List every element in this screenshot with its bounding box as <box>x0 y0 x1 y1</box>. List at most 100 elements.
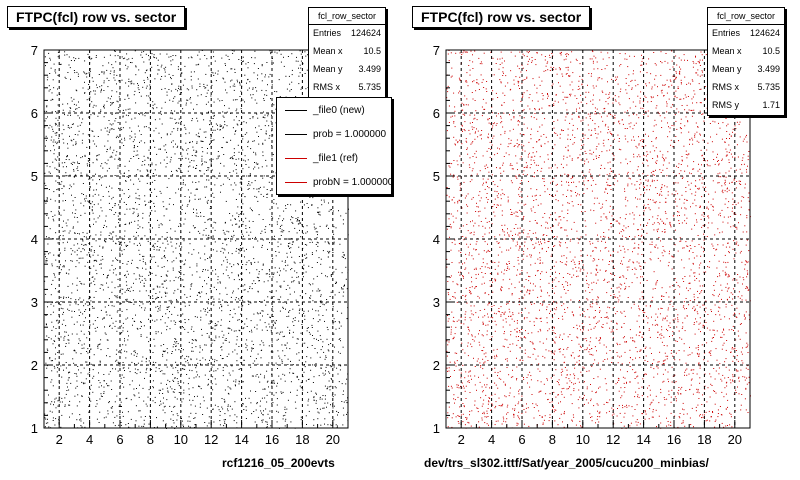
scatter-point <box>171 170 172 172</box>
scatter-point <box>118 188 120 190</box>
scatter-point <box>198 181 200 183</box>
scatter-point <box>48 217 50 219</box>
scatter-point <box>108 385 110 387</box>
scatter-point <box>287 299 289 301</box>
scatter-point <box>154 205 155 207</box>
scatter-point <box>103 374 105 375</box>
scatter-point <box>494 262 496 263</box>
scatter-point <box>214 340 216 342</box>
scatter-point <box>46 198 48 200</box>
scatter-point <box>111 124 113 126</box>
scatter-point <box>111 406 113 408</box>
scatter-point <box>647 222 649 224</box>
scatter-point <box>106 69 108 71</box>
scatter-point <box>46 215 48 216</box>
scatter-point <box>136 231 137 233</box>
scatter-point <box>235 158 237 160</box>
scatter-point <box>664 359 666 361</box>
scatter-point <box>222 229 224 231</box>
scatter-point <box>229 314 231 316</box>
scatter-point <box>121 79 123 81</box>
scatter-point <box>87 348 89 350</box>
scatter-point <box>60 336 62 338</box>
scatter-point <box>306 244 308 246</box>
scatter-point <box>152 101 154 103</box>
scatter-point <box>187 153 189 155</box>
scatter-point <box>302 226 304 228</box>
scatter-point <box>83 383 85 385</box>
scatter-point <box>57 400 59 402</box>
scatter-point <box>325 357 327 358</box>
scatter-point <box>124 165 126 167</box>
scatter-point <box>277 246 279 248</box>
scatter-point <box>233 234 235 236</box>
scatter-point <box>106 130 108 132</box>
scatter-point <box>215 335 217 337</box>
scatter-point <box>258 271 260 273</box>
scatter-point <box>724 141 726 143</box>
scatter-point <box>203 86 205 87</box>
scatter-point <box>342 295 344 297</box>
scatter-point <box>296 353 298 355</box>
scatter-point <box>52 360 53 362</box>
scatter-point <box>82 183 84 184</box>
scatter-point <box>316 338 317 340</box>
scatter-point <box>168 306 170 308</box>
scatter-point <box>204 253 206 255</box>
scatter-point <box>252 116 254 117</box>
scatter-point <box>208 416 210 418</box>
scatter-point <box>157 73 159 75</box>
scatter-point <box>278 50 280 52</box>
scatter-point <box>57 169 59 171</box>
scatter-point <box>54 358 56 360</box>
scatter-point <box>69 107 71 109</box>
scatter-point <box>53 63 55 65</box>
scatter-point <box>116 395 118 397</box>
scatter-point <box>289 287 291 289</box>
scatter-point <box>230 80 232 82</box>
scatter-point <box>195 346 197 348</box>
scatter-point <box>539 279 541 280</box>
scatter-point <box>114 401 116 403</box>
scatter-point <box>193 212 194 213</box>
scatter-point <box>135 405 137 407</box>
scatter-point <box>230 68 232 70</box>
scatter-point <box>239 182 241 184</box>
scatter-point <box>117 310 119 312</box>
scatter-point <box>266 394 268 396</box>
scatter-point <box>201 328 202 330</box>
scatter-point <box>111 90 113 92</box>
scatter-point <box>308 378 310 380</box>
scatter-point <box>47 306 48 308</box>
scatter-point <box>596 157 597 159</box>
scatter-point <box>134 220 136 222</box>
scatter-point <box>77 170 79 171</box>
scatter-point <box>333 318 335 320</box>
scatter-point <box>636 206 638 208</box>
scatter-point <box>158 308 159 310</box>
scatter-point <box>107 413 109 415</box>
scatter-point <box>216 360 218 362</box>
scatter-point <box>73 323 75 325</box>
scatter-point <box>586 349 588 351</box>
scatter-point <box>189 98 191 100</box>
scatter-point <box>632 101 634 103</box>
scatter-point <box>697 390 699 392</box>
scatter-point <box>187 170 189 172</box>
scatter-point <box>278 79 280 81</box>
scatter-point <box>225 89 226 91</box>
scatter-point <box>606 218 608 220</box>
scatter-point <box>111 407 113 409</box>
scatter-point <box>288 311 290 313</box>
scatter-point <box>482 350 484 352</box>
scatter-point <box>249 174 251 176</box>
scatter-point <box>54 214 56 216</box>
scatter-point <box>110 128 112 130</box>
scatter-point <box>548 105 550 107</box>
scatter-point <box>236 339 238 341</box>
scatter-point <box>149 349 151 351</box>
scatter-point <box>327 386 329 388</box>
scatter-point <box>719 273 720 275</box>
scatter-point <box>86 232 88 234</box>
scatter-point <box>105 241 107 243</box>
